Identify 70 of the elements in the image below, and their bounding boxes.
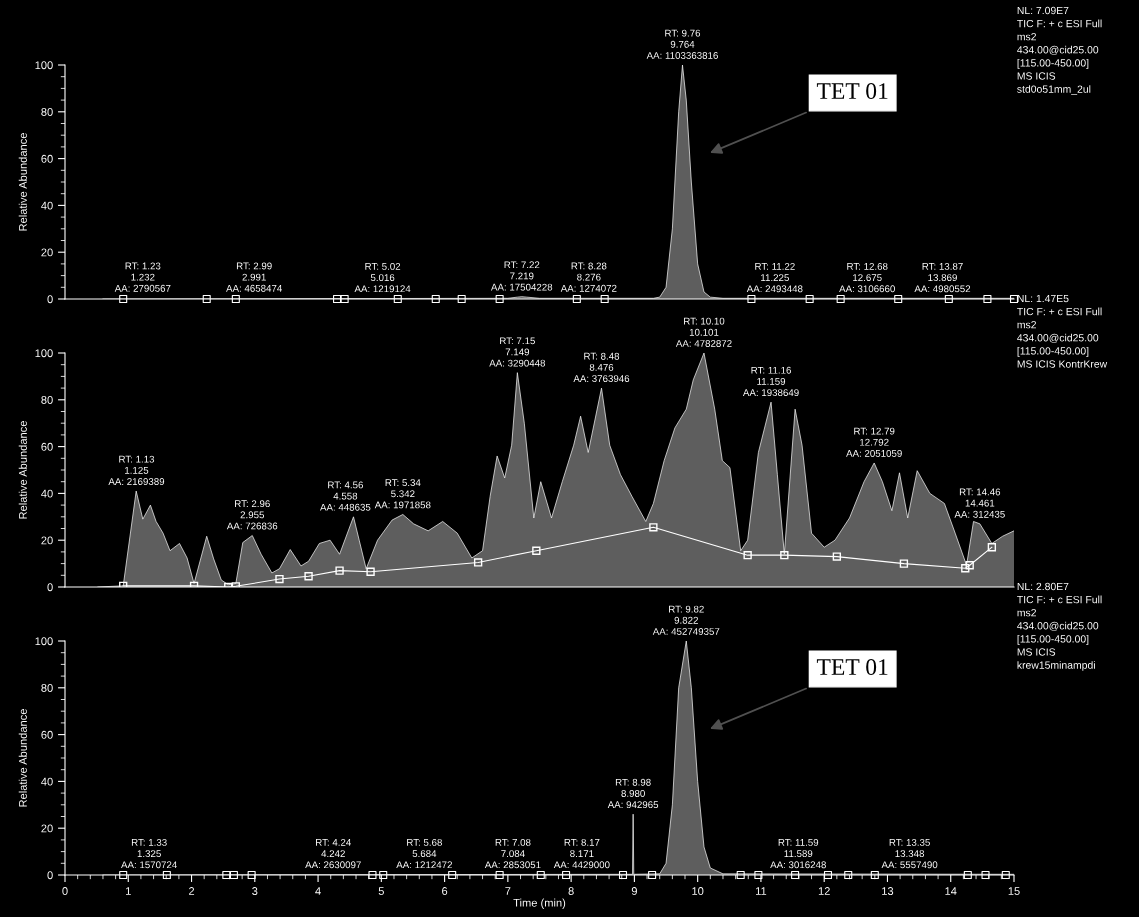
x-tick-label: 8 — [568, 887, 574, 895]
y-axis-title: Relative Abundance — [18, 709, 27, 807]
y-axis-title: Relative Abundance — [18, 421, 27, 519]
x-tick-label: 3 — [252, 887, 258, 895]
annotation: RT: 9.82 9.822 AA: 452749357 — [652, 605, 720, 635]
x-tick-label: 7 — [505, 887, 511, 895]
annotation: RT: 12.79 12.792 AA: 2051059 — [846, 427, 902, 457]
annotation: RT: 8.98 8.980 AA: 942965 — [607, 778, 659, 809]
x-tick-label: 10 — [692, 887, 704, 895]
annotation: RT: 5.02 5.016 AA: 1219124 — [354, 262, 411, 293]
annotation: RT: 14.46 14.461 AA: 312435 — [954, 488, 1005, 518]
annotation: RT: 1.33 1.325 AA: 1570724 — [121, 838, 177, 869]
y-tick-label: 60 — [41, 154, 53, 163]
text: NL: 2.80E7 TIC F: + c ESI Full ms2 434.00@cid25.00 [115.00-450.00] MS ICIS krew15minampdi — [1017, 582, 1102, 671]
x-tick-label: 0 — [62, 887, 68, 895]
annotation: RT: 8.28 8.276 AA: 1274072 — [560, 262, 617, 292]
annotation: RT: 11.22 11.225 AA: 2493448 — [746, 262, 803, 293]
x-tick-label: 5 — [378, 887, 384, 895]
x-tick-label: 14 — [945, 887, 957, 895]
annotation: RT: 7.22 7.219 AA: 17504228 — [490, 261, 553, 291]
y-tick-label: 100 — [35, 349, 53, 358]
annotation: RT: 2.96 2.955 AA: 726836 — [226, 500, 278, 530]
x-tick-label: 12 — [818, 887, 830, 895]
y-tick-label: 60 — [41, 730, 53, 739]
x-tick-label: 15 — [1008, 887, 1020, 895]
annotation: RT: 5.68 5.684 AA: 1212472 — [396, 838, 452, 869]
y-tick-label: 40 — [41, 201, 53, 210]
y-tick-label: 0 — [47, 871, 53, 880]
annotation: RT: 12.68 12.675 AA: 3106660 — [839, 262, 895, 293]
y-tick-label: 100 — [35, 637, 53, 646]
x-tick-label: 9 — [631, 887, 637, 895]
y-tick-label: 80 — [41, 396, 53, 404]
y-tick-label: 0 — [47, 295, 53, 304]
annotation: TET 01 — [816, 659, 888, 675]
y-tick-label: 20 — [41, 248, 53, 257]
annotation: RT: 1.13 1.125 AA: 2169389 — [108, 455, 165, 485]
y-axis-title: Relative Abundance — [18, 133, 27, 231]
annotation: RT: 1.23 1.232 AA: 2790567 — [114, 262, 171, 292]
annotation: RT: 8.17 8.171 AA: 4429000 — [553, 838, 610, 869]
x-tick-label: 13 — [882, 887, 894, 895]
annotation: RT: 4.24 4.242 AA: 2630097 — [305, 838, 361, 869]
annotation: RT: 10.10 10.101 AA: 4782872 — [675, 317, 732, 347]
annotation: RT: 7.15 7.149 AA: 3290448 — [489, 337, 546, 367]
y-tick-label: 0 — [47, 583, 53, 592]
annotation: RT: 13.35 13.348 AA: 5557490 — [881, 838, 938, 869]
x-axis-title: Time (min) — [513, 898, 566, 909]
annotation: RT: 4.56 4.558 AA: 448635 — [320, 481, 371, 511]
y-tick-label: 40 — [41, 777, 53, 786]
x-tick-label: 11 — [756, 887, 767, 895]
annotation: RT: 2.99 2.991 AA: 4658474 — [226, 262, 282, 292]
annotation: RT: 11.16 11.159 AA: 1938649 — [742, 366, 799, 397]
y-tick-label: 60 — [41, 442, 53, 451]
y-tick-label: 80 — [41, 108, 53, 116]
y-tick-label: 20 — [41, 824, 53, 833]
annotation: RT: 7.08 7.084 AA: 2853051 — [484, 838, 541, 869]
y-tick-label: 40 — [41, 489, 53, 498]
y-tick-label: 100 — [35, 61, 53, 70]
x-tick-label: 4 — [315, 887, 321, 895]
x-tick-label: 1 — [126, 887, 131, 895]
annotation: RT: 5.34 5.342 AA: 1971858 — [374, 479, 431, 509]
annotation: RT: 11.59 11.589 AA: 3016248 — [770, 838, 826, 869]
y-tick-label: 80 — [41, 684, 53, 692]
text: NL: 7.09E7 TIC F: + c ESI Full ms2 434.00@cid25.00 [115.00-450.00] MS ICIS std0o51mm_2ul — [1017, 6, 1102, 95]
x-tick-label: 2 — [189, 887, 195, 895]
annotation: RT: 8.48 8.476 AA: 3763946 — [573, 352, 630, 383]
annotation: RT: 13.87 13.869 AA: 4980552 — [914, 262, 971, 293]
annotation: RT: 9.76 9.764 AA: 1103363816 — [646, 29, 718, 59]
annotation: TET 01 — [816, 83, 888, 99]
x-tick-label: 6 — [442, 887, 448, 895]
y-tick-label: 20 — [41, 536, 53, 545]
